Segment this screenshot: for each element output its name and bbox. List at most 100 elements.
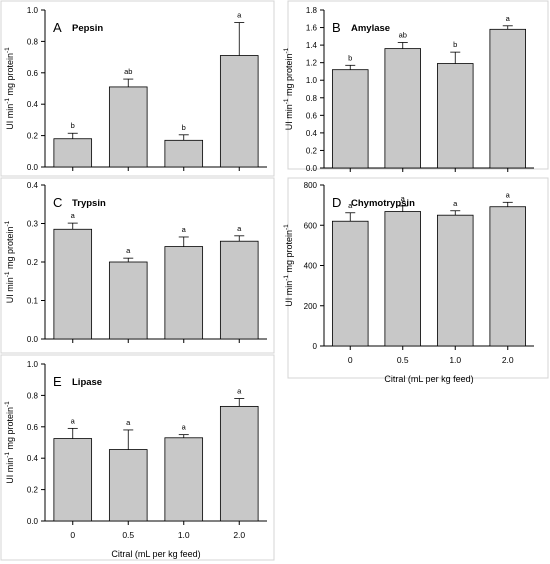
y-tick-label: 1.0 [27,360,39,369]
significance-letter: ab [399,30,407,39]
y-axis-label: UI min-1 mg protein-1 [283,224,294,307]
panel-letter: A [53,20,62,35]
bar [108,86,148,168]
y-label-superscript: -1 [283,275,290,281]
bar [108,449,148,522]
bar [164,437,204,522]
y-tick-label: 0.2 [27,132,39,141]
y-axis-label: UI min-1 mg protein-1 [4,401,15,484]
y-label-superscript: -1 [283,224,290,230]
significance-letter: a [71,211,76,220]
significance-letter: a [506,14,511,23]
x-tick-label: 1.0 [178,530,190,540]
y-tick-label: 1.4 [306,41,318,50]
y-tick-label: 1.0 [306,76,318,85]
y-tick-label: 0.3 [27,220,39,229]
significance-letter: a [401,194,406,203]
bar [489,206,526,347]
y-label-text: mg protein [5,53,15,98]
bar [164,139,204,168]
panel-frame [287,177,549,379]
y-tick-label: 0.4 [27,100,39,109]
panel-letter: D [332,195,341,210]
panel-frame [0,177,275,354]
y-axis-label: UI min-1 mg protein-1 [283,47,294,130]
y-tick-label: 0.0 [27,163,39,172]
panel-title: Pepsin [72,23,103,34]
panel-letter: B [332,20,341,35]
y-tick-label: 0.6 [27,423,39,432]
significance-letter: a [237,11,242,20]
y-tick-label: 0.2 [27,486,39,495]
y-label-text: UI min [284,104,294,130]
x-tick-label: 0 [70,530,75,540]
bar [436,63,474,169]
y-tick-label: 0.0 [306,164,318,173]
y-label-superscript: -1 [283,98,290,104]
y-tick-label: 1.6 [306,24,318,33]
panel-title: Amylase [351,23,390,34]
y-label-superscript: -1 [4,47,11,53]
panel-title: Lipase [72,377,102,388]
significance-letter: a [126,418,131,427]
y-label-text: mg protein [284,53,294,98]
y-tick-label: 0.0 [27,517,39,526]
y-label-superscript: -1 [4,271,11,277]
panel-frame [287,0,549,170]
significance-letter: a [237,387,242,396]
y-label-text: UI min [284,281,294,307]
bar [53,438,93,522]
y-label-text: mg protein [5,226,15,271]
x-tick-label: 2.0 [502,355,514,365]
y-tick-label: 0.0 [27,335,39,344]
bar [384,211,421,347]
panel-frame [0,354,275,561]
y-tick-label: 0.8 [27,37,39,46]
y-label-text: UI min [5,277,15,303]
x-tick-label: 2.0 [233,530,245,540]
y-tick-label: 0.1 [27,297,39,306]
significance-letter: b [453,40,457,49]
y-tick-label: 400 [304,262,318,271]
bar [164,246,204,340]
y-tick-label: 0.8 [27,391,39,400]
y-tick-label: 200 [304,302,318,311]
y-label-text: UI min [5,458,15,484]
significance-letter: ab [124,67,132,76]
bar [331,220,369,347]
y-tick-label: 1.0 [27,6,39,15]
y-label-superscript: -1 [4,220,11,226]
bar [331,69,369,169]
significance-letter: b [348,53,352,62]
bar [219,55,259,168]
x-tick-label: 0 [348,355,353,365]
y-tick-label: 0.4 [306,129,318,138]
significance-letter: a [182,225,187,234]
significance-letter: a [348,201,353,210]
y-label-text: mg protein [284,230,294,275]
bar [219,405,259,522]
significance-letter: a [71,416,76,425]
y-label-superscript: -1 [4,452,11,458]
y-tick-label: 0.2 [27,258,39,267]
significance-letter: a [126,246,131,255]
panel-letter: C [53,195,62,210]
y-tick-label: 600 [304,221,318,230]
y-tick-label: 1.2 [306,59,318,68]
bar [489,28,526,169]
y-axis-label: UI min-1 mg protein-1 [4,47,15,130]
panel-title: Trypsin [72,198,106,209]
y-tick-label: 800 [304,181,318,190]
x-axis-label: Citral (mL per kg feed) [384,374,473,384]
significance-letter: a [506,190,511,199]
bar [53,138,93,168]
bar [436,214,474,347]
y-tick-label: 0 [313,342,318,351]
bar [108,261,148,340]
bar [53,228,93,340]
x-tick-label: 1.0 [449,355,461,365]
x-axis-label: Citral (mL per kg feed) [111,549,200,559]
significance-letter: a [182,423,187,432]
